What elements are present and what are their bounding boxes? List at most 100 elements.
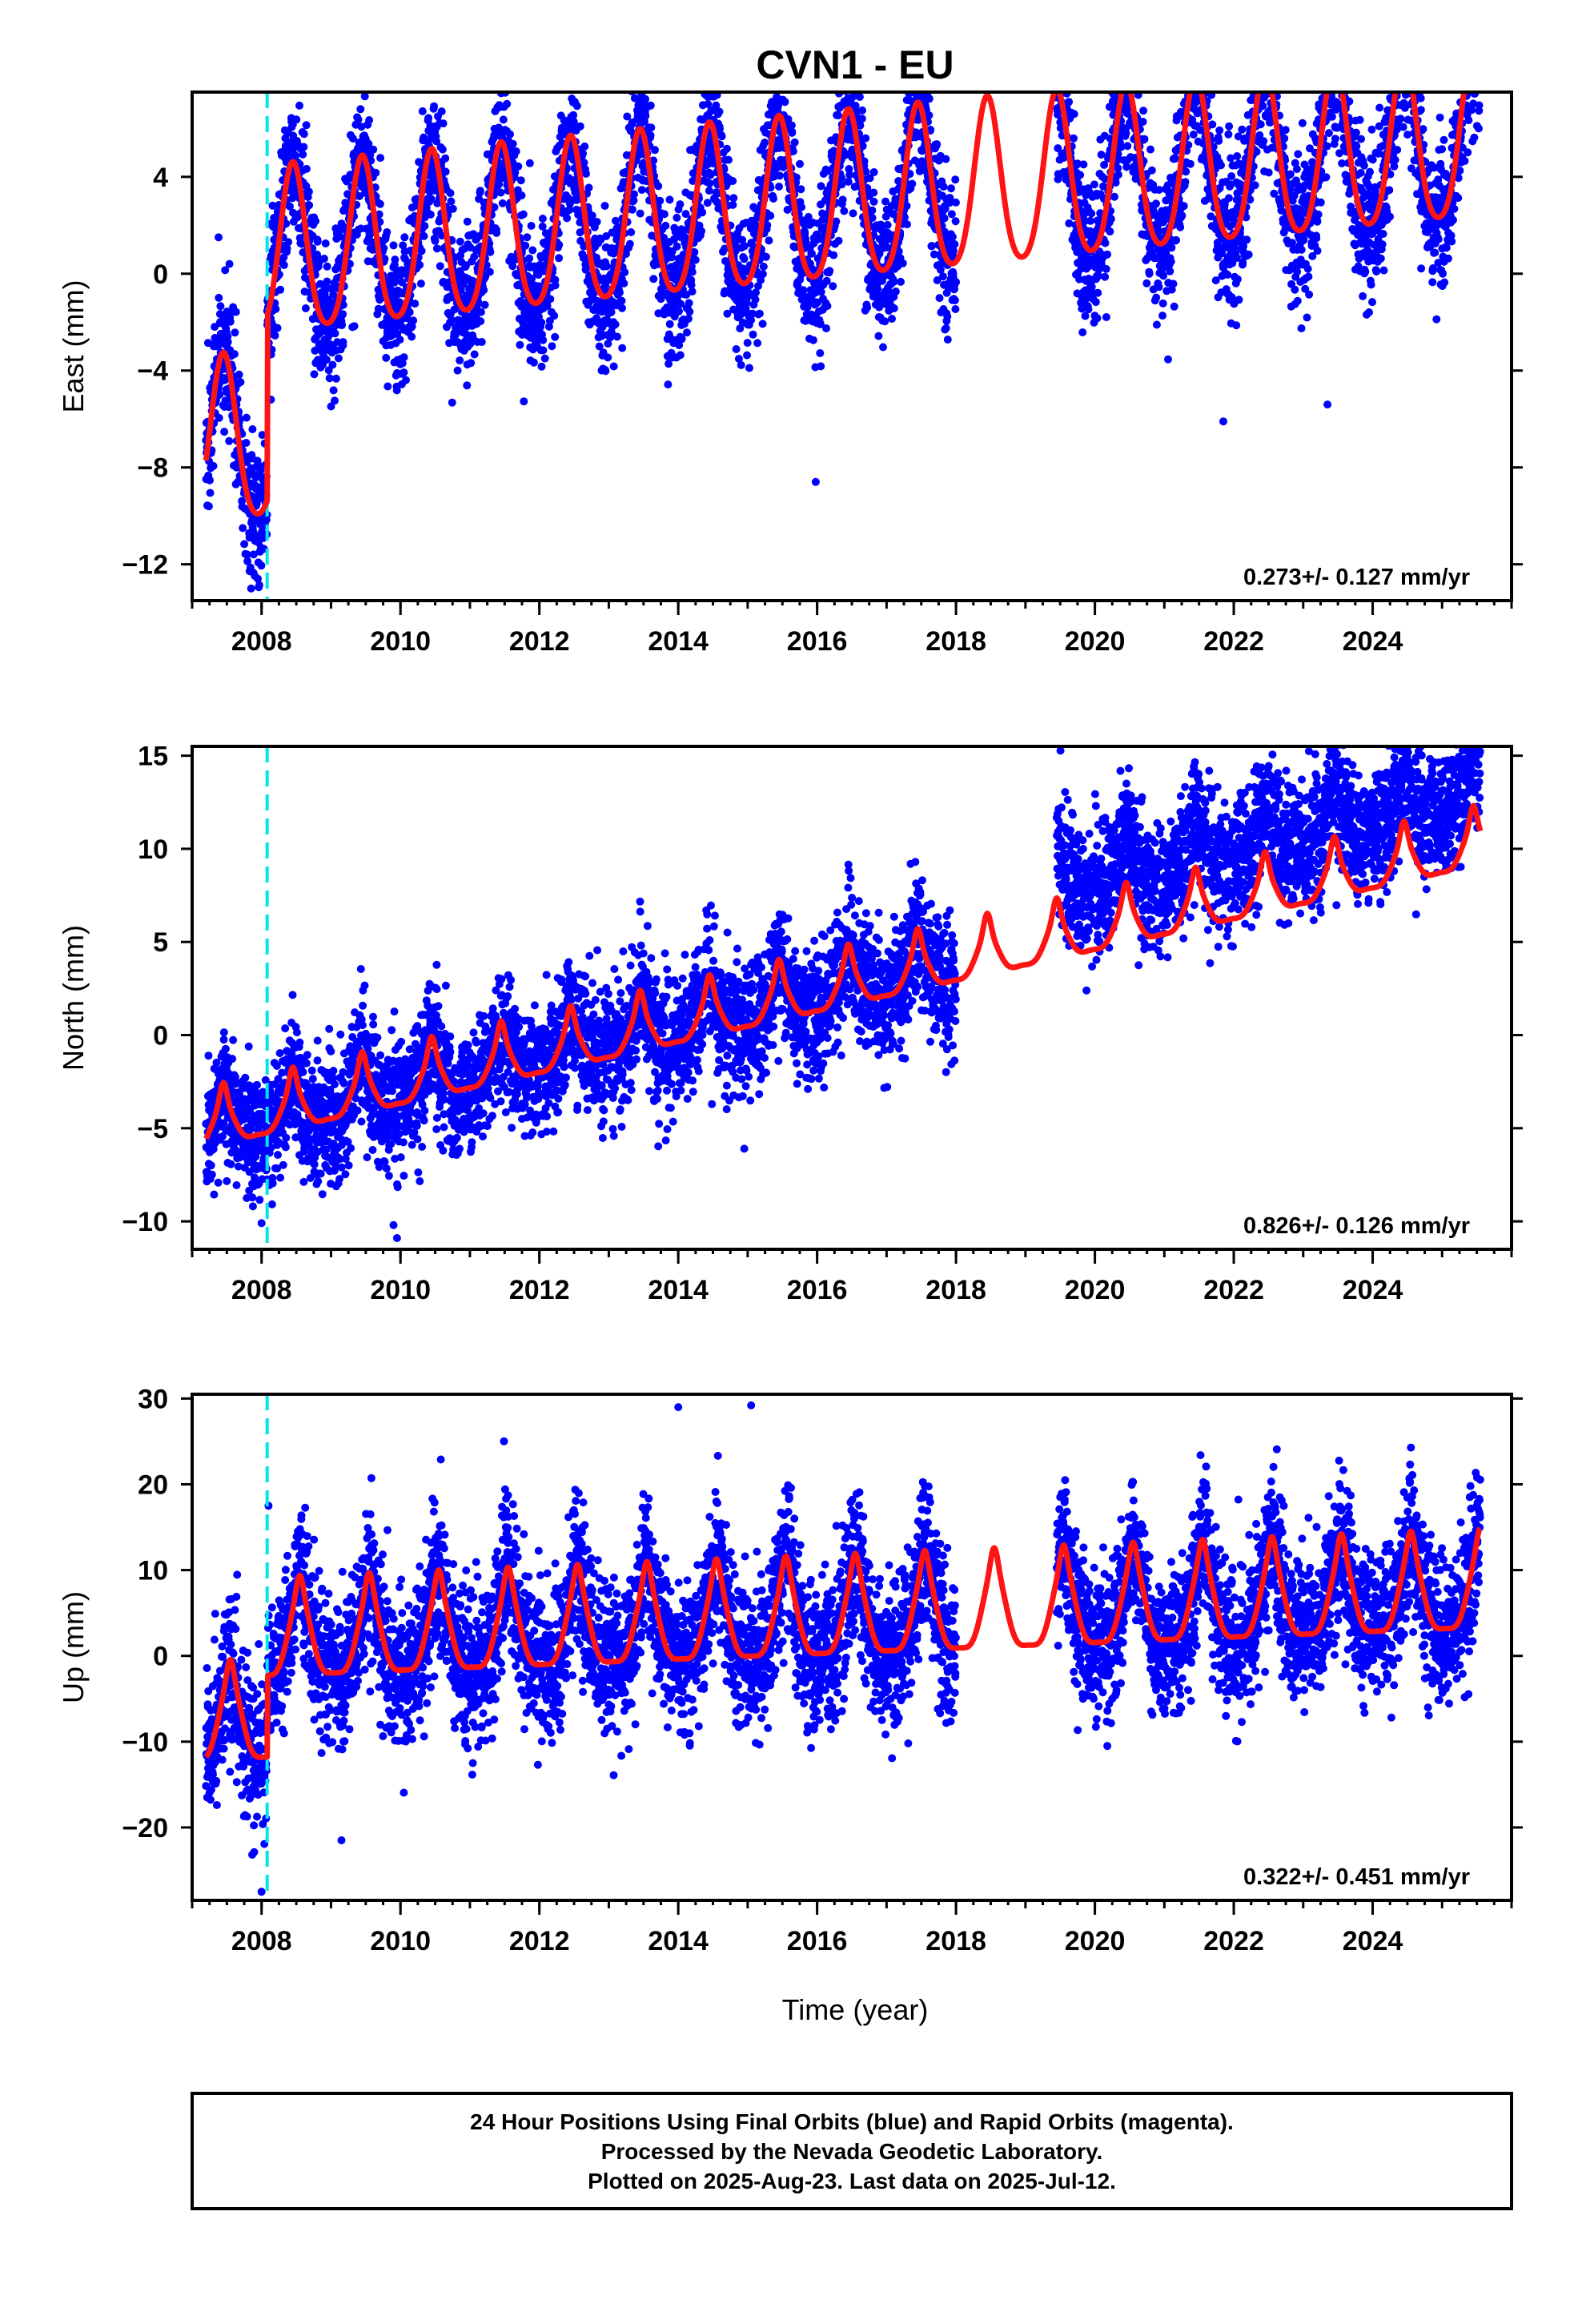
east-data-point	[243, 550, 251, 559]
east-data-point	[917, 16, 926, 24]
east-data-point	[1139, 107, 1148, 115]
east-data-point	[500, 77, 508, 85]
east-data-point	[448, 398, 456, 407]
east-data-point	[204, 502, 213, 511]
east-data-point	[279, 261, 288, 269]
east-data-point	[432, 137, 441, 146]
east-data-point	[1138, 118, 1147, 126]
east-data-point	[861, 134, 870, 143]
east-data-point	[1186, 71, 1194, 79]
east-data-point	[1053, 40, 1061, 48]
east-data-point	[788, 127, 797, 136]
east-data-point	[604, 353, 612, 362]
east-data-point	[632, 63, 640, 71]
east-data-point	[1166, 267, 1174, 275]
east-data-point	[268, 201, 277, 210]
east-data-point	[540, 354, 549, 363]
east-data-point	[636, 209, 644, 218]
east-data-point	[354, 66, 362, 74]
east-data-point	[1192, 46, 1200, 54]
east-data-point	[375, 199, 384, 208]
east-data-point	[1202, 68, 1210, 76]
east-data-point	[1131, 82, 1139, 90]
east-data-point	[1170, 302, 1178, 311]
east-data-point	[851, 102, 860, 110]
east-data-point	[1128, 83, 1136, 91]
east-data-point	[398, 278, 407, 287]
east-data-point	[632, 77, 640, 85]
east-data-point	[521, 241, 530, 250]
east-data-point	[1195, 54, 1203, 62]
east-data-point	[582, 170, 590, 178]
east-data-point	[1070, 110, 1078, 119]
east-data-point	[1145, 269, 1154, 278]
east-data-point	[758, 320, 767, 328]
east-data-point	[940, 214, 949, 223]
east-data-point	[537, 362, 546, 371]
east-data-point	[1122, 77, 1130, 85]
east-data-point	[215, 293, 223, 302]
east-data-point	[1215, 126, 1224, 135]
east-data-point	[231, 328, 239, 337]
east-data-point	[1170, 154, 1179, 162]
east-data-point	[630, 190, 638, 199]
east-data-point	[579, 149, 588, 158]
east-data-point	[1058, 70, 1066, 78]
east-data-point	[580, 142, 589, 151]
east-data-point	[1199, 35, 1207, 43]
east-data-point	[729, 200, 737, 209]
east-data-point	[1118, 82, 1126, 90]
east-data-point	[248, 425, 257, 433]
east-data-point	[1106, 215, 1115, 223]
east-data-point	[356, 105, 365, 114]
east-data-point	[1126, 44, 1134, 52]
east-data-point	[1110, 192, 1118, 201]
east-data-point	[226, 317, 235, 326]
east-data-point	[310, 370, 319, 379]
east-data-point	[256, 466, 265, 475]
east-data-point	[632, 79, 640, 87]
east-data-point	[1097, 151, 1106, 159]
east-data-point	[400, 233, 409, 242]
east-data-point	[1192, 70, 1200, 78]
x-axis-label: Time (year)	[782, 1993, 929, 2026]
east-data-point	[499, 115, 508, 124]
east-data-point	[1167, 243, 1176, 252]
east-data-point	[1224, 194, 1233, 203]
east-data-point	[829, 251, 838, 259]
east-data-point	[1125, 12, 1133, 20]
east-data-point	[644, 65, 652, 73]
east-data-point	[391, 255, 400, 264]
east-data-point	[508, 139, 517, 148]
east-data-point	[215, 413, 223, 422]
east-data-point	[641, 111, 650, 120]
east-data-point	[1116, 32, 1124, 40]
east-data-point	[1187, 46, 1195, 54]
east-data-point	[1188, 60, 1196, 68]
east-data-point	[874, 332, 883, 340]
east-data-point	[1122, 65, 1130, 73]
east-data-point	[1195, 31, 1203, 39]
east-data-point	[1055, 60, 1063, 68]
east-data-point	[703, 199, 712, 207]
east-data-point	[350, 322, 359, 331]
east-data-point	[305, 201, 314, 210]
east-data-point	[1061, 78, 1069, 86]
east-data-point	[1115, 81, 1123, 89]
east-data-point	[206, 476, 214, 485]
east-data-point	[516, 340, 524, 349]
east-data-point	[323, 262, 331, 271]
east-data-point	[766, 211, 775, 220]
east-data-point	[1198, 49, 1206, 57]
east-data-point	[1188, 70, 1196, 78]
east-data-point	[284, 238, 293, 247]
east-data-point	[1140, 135, 1149, 143]
east-data-point	[1196, 70, 1204, 78]
east-data-point	[1065, 76, 1073, 84]
east-data-point	[231, 308, 240, 316]
east-data-point	[1106, 227, 1114, 236]
east-data-point	[249, 550, 258, 559]
east-data-point	[1130, 50, 1138, 58]
east-data-point	[1227, 172, 1236, 180]
